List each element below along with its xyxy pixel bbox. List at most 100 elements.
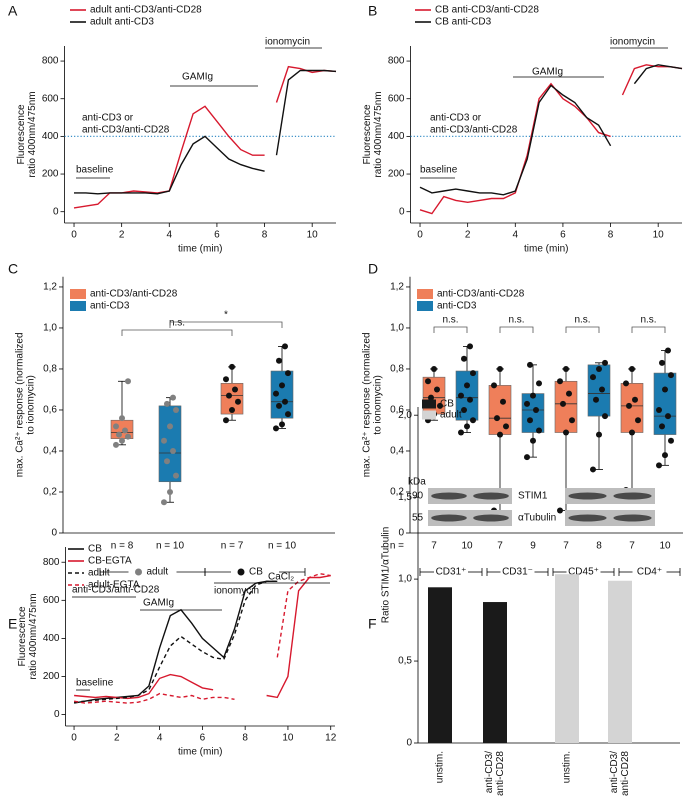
legend-label: adult anti-CD3 (90, 17, 154, 28)
panel-label: C (8, 261, 18, 277)
data-point (665, 413, 671, 420)
data-point (530, 392, 536, 399)
n-label: 8 (596, 541, 602, 552)
y-tick-label: 0,8 (390, 364, 404, 375)
annotation: ionomycin (214, 586, 259, 597)
group-label: CD31⁺ (436, 567, 467, 578)
annotation: anti-CD3 or (430, 113, 482, 124)
x-tick-label: 8 (262, 230, 268, 241)
y-tick-label: 0,2 (43, 487, 57, 498)
data-point (563, 429, 569, 436)
data-point (668, 437, 674, 444)
group-label: adult (147, 567, 169, 578)
significance-label: n.s. (640, 315, 656, 326)
data-point (662, 452, 668, 459)
x-tick-label: 10 (307, 230, 319, 241)
panel-label: B (368, 3, 377, 19)
data-point (593, 396, 599, 403)
y-tick-label: 0,4 (43, 446, 57, 457)
data-point (170, 394, 176, 401)
data-point (626, 402, 632, 409)
data-point (273, 390, 279, 397)
n-prefix: n = (390, 541, 404, 552)
annotation: ionomycin (610, 37, 655, 48)
data-point (276, 357, 282, 364)
data-point (599, 386, 605, 393)
data-point (632, 396, 638, 403)
y-tick-label: 0 (53, 206, 59, 217)
data-point (629, 429, 635, 436)
legend-label: CB (88, 544, 102, 555)
y-axis-label: ratio 400nm/475nm (28, 593, 39, 679)
data-point (119, 437, 125, 444)
data-point (656, 406, 662, 413)
n-label: n = 7 (221, 541, 244, 552)
bar (555, 574, 579, 743)
data-point (125, 433, 131, 440)
data-point (500, 398, 506, 405)
blot-band (473, 514, 509, 522)
data-point (116, 431, 122, 438)
data-point (566, 390, 572, 397)
y-tick-label: 400 (388, 131, 405, 142)
blot-band-label: STIM1 (518, 491, 548, 502)
y-tick-label: 0,6 (43, 405, 57, 416)
data-point (282, 398, 288, 405)
legend-swatch (422, 410, 436, 420)
y-tick-label: 2,0 (398, 410, 412, 421)
x-tick-label: 10 (653, 230, 665, 241)
data-point (170, 447, 176, 454)
data-point (527, 417, 533, 424)
x-tick-label: 0 (71, 230, 77, 241)
significance-label: n.s. (169, 318, 185, 329)
annotation: anti-CD3/anti-CD28 (72, 585, 160, 596)
data-point (428, 394, 434, 401)
box (620, 383, 644, 433)
legend-swatch (70, 301, 86, 311)
n-label: 7 (497, 541, 503, 552)
significance-label: n.s. (442, 315, 458, 326)
significance-label: * (224, 310, 228, 321)
data-point (596, 365, 602, 372)
y-axis-label: to ionomycin) (26, 375, 37, 434)
data-point (530, 437, 536, 444)
y-tick-label: 1,0 (398, 574, 412, 585)
data-point (235, 398, 241, 405)
y-axis-label: Fluorescence (362, 104, 373, 164)
series-line (73, 572, 331, 704)
y-tick-label: 0 (51, 528, 57, 539)
n-label: n = 10 (268, 541, 297, 552)
data-point (533, 406, 539, 413)
n-label: 10 (659, 541, 671, 552)
series-line (74, 574, 331, 700)
data-point (659, 359, 665, 366)
box (158, 405, 182, 483)
legend-swatch (417, 289, 433, 299)
annotation: ionomycin (265, 37, 310, 48)
data-point (229, 406, 235, 413)
annotation: anti-CD3 or (82, 113, 134, 124)
x-tick-label: 6 (214, 230, 220, 241)
blot-band (613, 492, 652, 500)
data-point (164, 458, 170, 465)
box (653, 372, 677, 435)
series-line (419, 64, 683, 215)
y-tick-label: 200 (42, 169, 59, 180)
legend-label: adult-EGTA (88, 580, 140, 591)
blot-strip (428, 488, 512, 504)
data-point (431, 365, 437, 372)
data-point (122, 427, 128, 434)
blot-marker: 90 (412, 491, 424, 502)
significance-bracket (433, 326, 468, 333)
legend-swatch (70, 289, 86, 299)
data-point (282, 343, 288, 350)
annotation: GAMIg (532, 67, 563, 78)
group-label: CD4⁺ (637, 567, 662, 578)
x-tick-label: 12 (325, 733, 337, 744)
panel-label: F (368, 616, 377, 632)
panel-label: D (368, 261, 378, 277)
annotation: anti-CD3/anti-CD28 (82, 125, 170, 136)
data-point (569, 417, 575, 424)
n-label: n = 10 (156, 541, 185, 552)
y-axis-label: Fluorescence (16, 104, 27, 164)
